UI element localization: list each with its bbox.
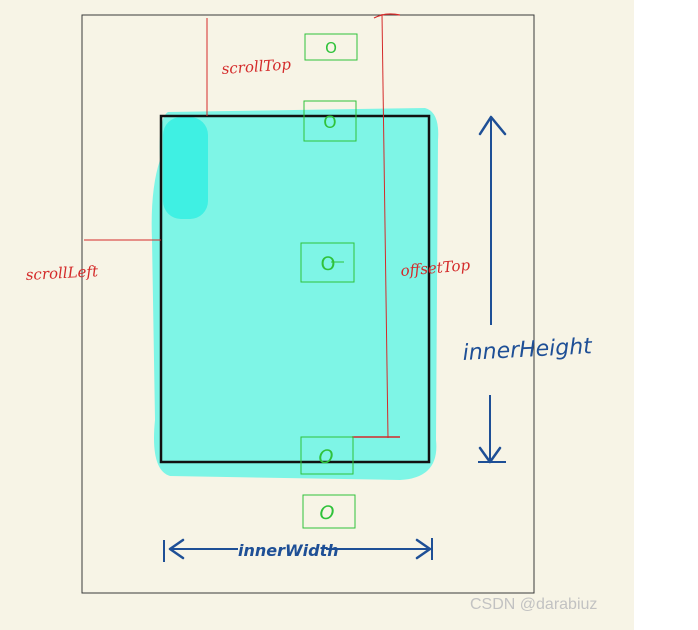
- scroll-top-label: scrollTop: [221, 55, 292, 78]
- element-label: O: [321, 253, 336, 275]
- inner-height-label: innerHeight: [462, 334, 594, 366]
- viewport-fill: [151, 108, 439, 480]
- element-label: O: [323, 113, 336, 133]
- inner-width-label: innerWidth: [238, 541, 339, 560]
- inner-height-arrow: [478, 115, 507, 464]
- element-label: O: [319, 446, 334, 468]
- document-outline: [81, 14, 535, 594]
- element-box-5: O: [302, 494, 356, 529]
- viewport-highlight: [163, 117, 208, 219]
- viewport-border: [159, 114, 431, 464]
- element-label: O: [325, 39, 337, 57]
- offset-top-cap-top: [373, 13, 401, 19]
- element-box-1: O: [304, 33, 358, 61]
- element-box-2: O: [303, 100, 357, 142]
- element-box-4: O: [300, 436, 354, 475]
- element-box-3: O: [300, 242, 355, 283]
- inner-width-arrow: [163, 538, 433, 562]
- offset-top-line: [381, 13, 389, 439]
- watermark: CSDN @darabiuz: [470, 596, 598, 613]
- element-label: O: [320, 502, 335, 524]
- scroll-left-label: scrollLeft: [25, 262, 99, 284]
